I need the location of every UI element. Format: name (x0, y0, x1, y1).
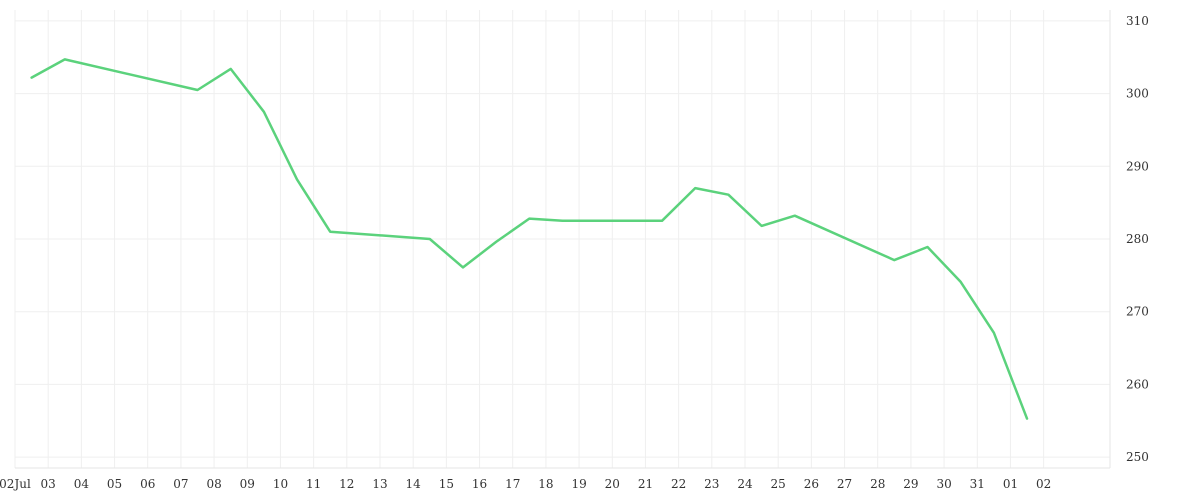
x-tick-label: 11 (306, 477, 321, 491)
x-tick-label: 28 (870, 477, 885, 491)
x-tick-label: 06 (140, 477, 155, 491)
x-tick-labels: 02Jul 03 04 05 06 07 08 09 10 11 12 13 14 15 16 17 18 19 2… (0, 477, 1051, 491)
x-tick-label: 25 (771, 477, 786, 491)
x-tick-label: 20 (605, 477, 620, 491)
x-tick-label: 30 (936, 477, 951, 491)
x-tick-label: 04 (74, 477, 90, 491)
y-tick-label: 270 (1126, 305, 1149, 319)
y-tick-label: 260 (1126, 377, 1149, 391)
x-tick-label: 16 (472, 477, 487, 491)
x-tick-label: 07 (173, 477, 188, 491)
y-tick-label: 250 (1126, 450, 1149, 464)
x-tick-label: 21 (638, 477, 653, 491)
x-tick-label: 02Jul (0, 477, 31, 491)
x-tick-label: 12 (339, 477, 354, 491)
x-tick-label: 19 (571, 477, 586, 491)
x-tick-label: 18 (538, 477, 553, 491)
x-tick-label: 22 (671, 477, 686, 491)
x-tick-label: 24 (737, 477, 753, 491)
x-tick-label: 23 (704, 477, 719, 491)
x-tick-label: 13 (372, 477, 387, 491)
x-tick-label: 17 (505, 477, 520, 491)
x-tick-label: 01 (1003, 477, 1018, 491)
x-tick-label: 09 (240, 477, 255, 491)
x-tick-label: 03 (41, 477, 56, 491)
x-tick-label: 05 (107, 477, 122, 491)
x-tick-label: 29 (903, 477, 918, 491)
x-tick-label: 14 (406, 477, 422, 491)
y-tick-label: 280 (1126, 232, 1149, 246)
x-tick-label: 15 (439, 477, 454, 491)
x-tick-label: 10 (273, 477, 288, 491)
x-tick-label: 02 (1036, 477, 1051, 491)
y-tick-label: 310 (1126, 14, 1149, 28)
y-gridlines (15, 20, 1110, 458)
x-tick-label: 27 (837, 477, 852, 491)
series-group (30, 58, 1029, 420)
y-tick-label: 290 (1126, 159, 1149, 173)
x-tick-label: 08 (206, 477, 221, 491)
y-tick-labels: 250 260 270 280 290 300 310 (1126, 14, 1149, 464)
x-tick-label: 26 (804, 477, 819, 491)
x-tick-label: 31 (970, 477, 985, 491)
y-tick-label: 300 (1126, 87, 1149, 101)
series-line (30, 58, 1029, 420)
